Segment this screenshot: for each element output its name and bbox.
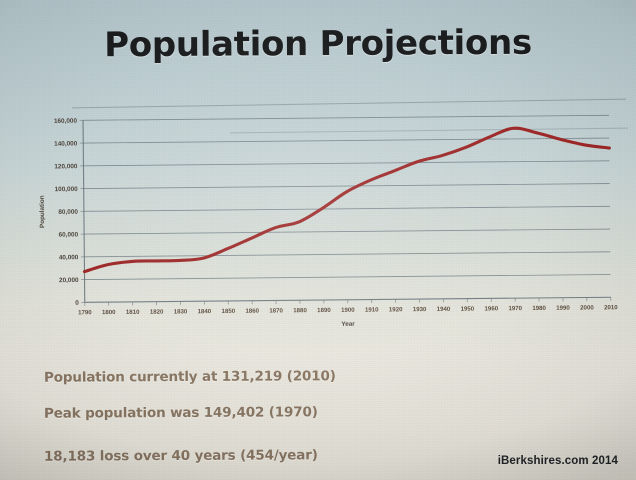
chart-canvas: 0 20,000 40,000 60,000 80,000 100,000 120,000 1…: [39, 114, 618, 328]
x-tick-label: 2010: [604, 304, 618, 311]
chart-gridlines: [79, 114, 612, 306]
x-tick-label: 1880: [293, 307, 307, 314]
gridline-y: [83, 160, 610, 167]
population-line-chart: 0 20,000 40,000 60,000 80,000 100,000 120,000 1…: [29, 97, 621, 343]
gridline-y: [84, 251, 611, 258]
gridline-y: [83, 137, 610, 144]
watermark-credit: iBerkshires.com 2014: [497, 455, 618, 467]
gridline-y: [83, 205, 610, 212]
x-tick-label: 1890: [317, 307, 331, 314]
x-tick-label: 1950: [461, 306, 475, 313]
x-tick-label: 1910: [365, 306, 379, 313]
x-tick-label: 1980: [532, 305, 546, 312]
gridline-y: [84, 228, 611, 235]
y-tick-label: 140,000: [54, 140, 78, 147]
y-tick-label: 0: [75, 300, 79, 307]
x-tick-label: 1850: [222, 308, 236, 315]
bullet-line-loss-rate: 18,183 loss over 40 years (454/year): [43, 447, 318, 465]
x-tick-label: 1940: [437, 306, 451, 313]
chart-y-axis-labels: 0 20,000 40,000 60,000 80,000 100,000 120,000 1…: [54, 118, 79, 307]
population-series-line: [82, 126, 611, 274]
gridline-y: [84, 274, 611, 280]
x-tick-label: 1900: [341, 307, 355, 314]
y-axis-title: Population: [39, 195, 46, 228]
y-tick-label: 40,000: [59, 254, 79, 261]
x-tick-label: 1800: [102, 309, 116, 316]
x-tick-label: 2000: [580, 304, 594, 311]
x-tick-label: 1930: [413, 306, 427, 313]
x-tick-label: 1810: [126, 309, 140, 316]
y-tick-label: 60,000: [59, 231, 79, 238]
x-tick-label: 1870: [269, 307, 283, 314]
y-tick-label: 100,000: [55, 186, 79, 193]
y-tick-label: 80,000: [58, 209, 78, 216]
y-tick-label: 20,000: [59, 277, 79, 284]
x-tick-label: 1840: [198, 308, 212, 315]
y-tick-label: 160,000: [54, 118, 78, 125]
gridline-y: [83, 183, 610, 189]
x-tick-label: 1830: [174, 308, 188, 315]
x-tick-label: 1820: [150, 309, 164, 316]
x-tick-label: 1920: [389, 306, 403, 313]
page-title: Population Projections: [104, 22, 532, 66]
gridline-y: [83, 114, 610, 121]
chart-x-axis-labels: 1790 1800 1810 1820 1830 1840 1850 1860 1870 1880…: [78, 304, 618, 316]
x-tick-label: 1960: [485, 305, 499, 312]
bullet-line-current-population: Population currently at 131,219 (2010): [43, 368, 336, 386]
x-axis-title: Year: [341, 321, 355, 328]
x-tick-label: 1970: [508, 305, 522, 312]
x-tick-label: 1860: [245, 308, 259, 315]
bullet-line-peak-population: Peak population was 149,402 (1970): [43, 404, 318, 422]
y-tick-label: 120,000: [54, 163, 78, 170]
x-tick-label: 1990: [556, 305, 570, 312]
x-tick-label: 1790: [78, 309, 92, 316]
